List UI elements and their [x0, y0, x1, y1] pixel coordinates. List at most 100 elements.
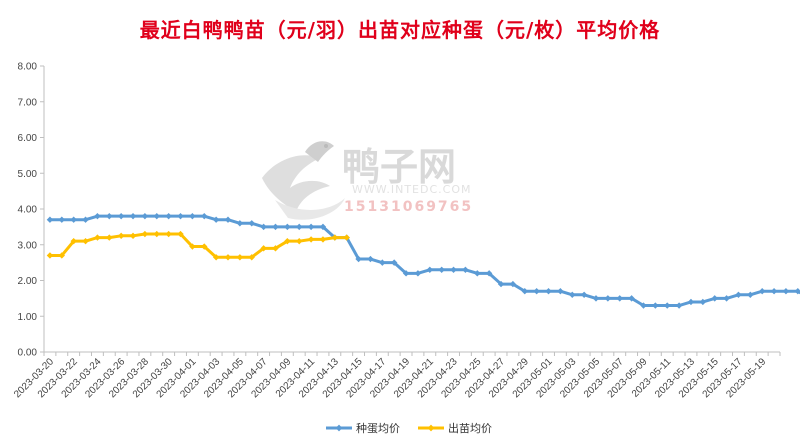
- data-point: [402, 270, 410, 277]
- data-point: [675, 302, 683, 309]
- data-point: [58, 252, 66, 259]
- y-tick-label: 4.00: [18, 205, 38, 216]
- data-point: [82, 237, 89, 245]
- data-point: [70, 237, 77, 245]
- watermark: 鸭子网 WWW.INTEDC.COM 15131069765: [262, 141, 473, 220]
- data-point: [426, 266, 434, 273]
- data-point: [141, 230, 149, 238]
- data-point: [533, 288, 540, 295]
- data-point: [106, 212, 113, 220]
- data-point: [141, 212, 149, 220]
- data-point: [46, 252, 54, 259]
- data-point: [284, 237, 291, 245]
- data-point: [129, 232, 137, 240]
- data-point: [58, 216, 66, 223]
- data-point: [94, 212, 101, 220]
- data-point: [640, 302, 647, 309]
- data-point: [616, 295, 623, 302]
- legend-marker: [335, 424, 343, 432]
- data-point: [735, 291, 742, 298]
- legend-item: 出苗均价: [418, 421, 492, 435]
- legend-item: 种蛋均价: [326, 421, 400, 435]
- data-point: [296, 237, 303, 245]
- y-axis: 0.00 1.00 2.00 3.00 4.00 5.00 6.00 7.00 8.00: [18, 62, 45, 359]
- duck-logo-icon: [262, 141, 345, 220]
- data-point: [153, 212, 160, 220]
- data-point: [569, 291, 576, 298]
- data-point: [414, 270, 422, 277]
- data-point: [129, 212, 137, 220]
- legend: 种蛋均价 出苗均价: [326, 421, 492, 435]
- data-point: [224, 216, 232, 223]
- data-point: [236, 220, 244, 227]
- data-point: [236, 254, 244, 261]
- data-point: [224, 254, 232, 261]
- data-point: [307, 223, 315, 231]
- data-point: [379, 259, 386, 266]
- data-point: [248, 220, 255, 227]
- data-point: [580, 291, 588, 298]
- data-point: [331, 234, 339, 241]
- data-point: [94, 234, 101, 241]
- y-tick-label: 2.00: [18, 276, 38, 287]
- data-point: [509, 280, 517, 288]
- data-point: [117, 212, 125, 220]
- data-point: [711, 295, 718, 302]
- data-point: [82, 216, 89, 223]
- data-point: [355, 255, 362, 263]
- data-point: [177, 230, 184, 238]
- data-point: [628, 295, 635, 302]
- data-point: [521, 288, 528, 295]
- data-point: [117, 232, 125, 240]
- data-point: [70, 216, 77, 223]
- data-point: [260, 223, 267, 231]
- data-point: [782, 288, 790, 295]
- y-tick-label: 8.00: [18, 62, 38, 73]
- x-axis: 2023-03-202023-03-222023-03-242023-03-26…: [12, 351, 781, 400]
- data-point: [497, 280, 505, 288]
- watermark-url: WWW.INTEDC.COM: [352, 183, 471, 196]
- data-point: [177, 212, 184, 220]
- data-point: [474, 270, 481, 277]
- data-point: [212, 254, 220, 261]
- watermark-brand: 鸭子网: [342, 144, 456, 189]
- chart-title: 最近白鸭鸭苗（元/羽）出苗对应种蛋（元/枚）平均价格: [139, 18, 661, 42]
- data-point: [699, 298, 707, 306]
- data-point: [296, 223, 303, 231]
- data-point: [664, 302, 671, 309]
- data-point: [46, 216, 54, 223]
- data-point: [260, 245, 267, 252]
- data-point: [272, 245, 279, 252]
- data-point: [189, 243, 196, 250]
- legend-label: 种蛋均价: [356, 421, 400, 435]
- data-point: [770, 288, 778, 295]
- watermark-phone: 15131069765: [344, 199, 473, 215]
- data-point: [201, 243, 208, 250]
- data-point: [652, 302, 659, 309]
- data-point: [343, 234, 350, 241]
- data-point: [462, 266, 469, 273]
- series-line: [48, 214, 800, 308]
- series-0: [46, 212, 800, 309]
- data-point: [687, 298, 695, 306]
- series-layer: [46, 212, 800, 309]
- data-point: [284, 223, 291, 231]
- legend-label: 出苗均价: [448, 421, 492, 435]
- y-tick-label: 6.00: [18, 133, 38, 144]
- data-point: [592, 295, 600, 302]
- y-tick-label: 3.00: [18, 240, 38, 251]
- data-point: [545, 288, 552, 295]
- data-point: [165, 212, 172, 220]
- data-point: [438, 266, 445, 273]
- data-point: [450, 266, 457, 273]
- data-point: [201, 212, 208, 220]
- legend-marker: [427, 424, 435, 432]
- y-tick-label: 5.00: [18, 169, 38, 180]
- data-point: [165, 230, 172, 238]
- data-point: [106, 234, 113, 241]
- y-tick-label: 0.00: [18, 348, 38, 359]
- data-point: [367, 255, 374, 263]
- data-point: [153, 230, 160, 238]
